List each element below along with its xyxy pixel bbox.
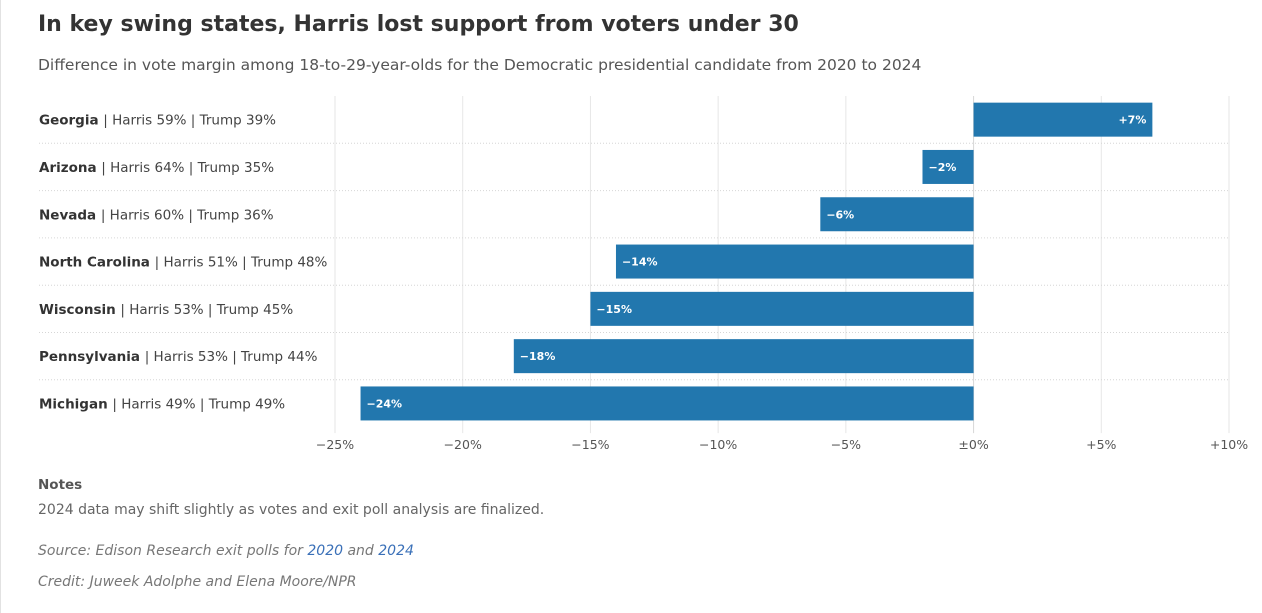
category-name: Michigan bbox=[39, 396, 112, 412]
category-detail: | Harris 60% | Trump 36% bbox=[101, 207, 274, 223]
x-tick-label: −15% bbox=[571, 437, 609, 452]
x-tick-label: −20% bbox=[444, 437, 482, 452]
bar-value-label: −24% bbox=[367, 397, 403, 410]
category-label: Georgia | Harris 59% | Trump 39% bbox=[39, 113, 276, 129]
category-label: North Carolina | Harris 51% | Trump 48% bbox=[39, 255, 328, 271]
notes-text: 2024 data may shift slightly as votes an… bbox=[38, 502, 545, 518]
bar-value-label: −6% bbox=[826, 208, 854, 221]
chart-subtitle: Difference in vote margin among 18-to-29… bbox=[38, 56, 922, 74]
bar-value-label: −14% bbox=[622, 256, 658, 269]
category-name: Wisconsin bbox=[39, 302, 120, 318]
x-tick-label: −10% bbox=[699, 437, 737, 452]
category-name: North Carolina bbox=[39, 255, 155, 271]
bar bbox=[513, 339, 974, 374]
category-name: Pennsylvania bbox=[39, 349, 145, 365]
x-tick-label: −5% bbox=[831, 437, 861, 452]
bar-value-label: +7% bbox=[1118, 114, 1146, 127]
bar-value-label: −18% bbox=[520, 350, 556, 363]
x-tick-label: +10% bbox=[1210, 437, 1248, 452]
source-line: Source: Edison Research exit polls for 2… bbox=[38, 543, 414, 559]
source-middle: and bbox=[343, 543, 379, 559]
source-prefix: Source: Edison Research exit polls for bbox=[38, 543, 308, 559]
category-label: Arizona | Harris 64% | Trump 35% bbox=[39, 160, 274, 176]
category-name: Arizona bbox=[39, 160, 101, 176]
bar bbox=[820, 197, 974, 232]
category-detail: | Harris 53% | Trump 45% bbox=[120, 302, 293, 318]
category-label: Nevada | Harris 60% | Trump 36% bbox=[39, 207, 274, 223]
category-label: Wisconsin | Harris 53% | Trump 45% bbox=[39, 302, 293, 318]
bar bbox=[922, 149, 974, 184]
category-detail: | Harris 51% | Trump 48% bbox=[155, 255, 328, 271]
category-detail: | Harris 64% | Trump 35% bbox=[101, 160, 274, 176]
bar-value-label: −2% bbox=[928, 161, 956, 174]
category-detail: | Harris 59% | Trump 39% bbox=[103, 113, 276, 129]
source-link-2020[interactable]: 2020 bbox=[307, 543, 344, 559]
bar bbox=[590, 291, 974, 326]
category-label: Michigan | Harris 49% | Trump 49% bbox=[39, 396, 285, 412]
x-tick-label: ±0% bbox=[958, 437, 988, 452]
bar-value-label: −15% bbox=[596, 303, 632, 316]
x-tick-label: −25% bbox=[316, 437, 354, 452]
notes-heading: Notes bbox=[38, 477, 83, 493]
category-label: Pennsylvania | Harris 53% | Trump 44% bbox=[39, 349, 318, 365]
category-detail: | Harris 53% | Trump 44% bbox=[145, 349, 318, 365]
category-name: Nevada bbox=[39, 207, 101, 223]
source-link-2024[interactable]: 2024 bbox=[378, 543, 414, 559]
page-left-border bbox=[0, 0, 1, 613]
category-name: Georgia bbox=[39, 113, 103, 129]
bar-chart: Georgia | Harris 59% | Trump 39% +7% Arizo… bbox=[39, 96, 1248, 452]
category-detail: | Harris 49% | Trump 49% bbox=[112, 396, 285, 412]
bar bbox=[360, 386, 974, 421]
x-tick-label: +5% bbox=[1086, 437, 1116, 452]
bar bbox=[615, 244, 974, 279]
credit-line: Credit: Juweek Adolphe and Elena Moore/N… bbox=[38, 574, 357, 590]
chart-title: In key swing states, Harris lost support… bbox=[38, 12, 799, 37]
bar bbox=[973, 102, 1153, 137]
